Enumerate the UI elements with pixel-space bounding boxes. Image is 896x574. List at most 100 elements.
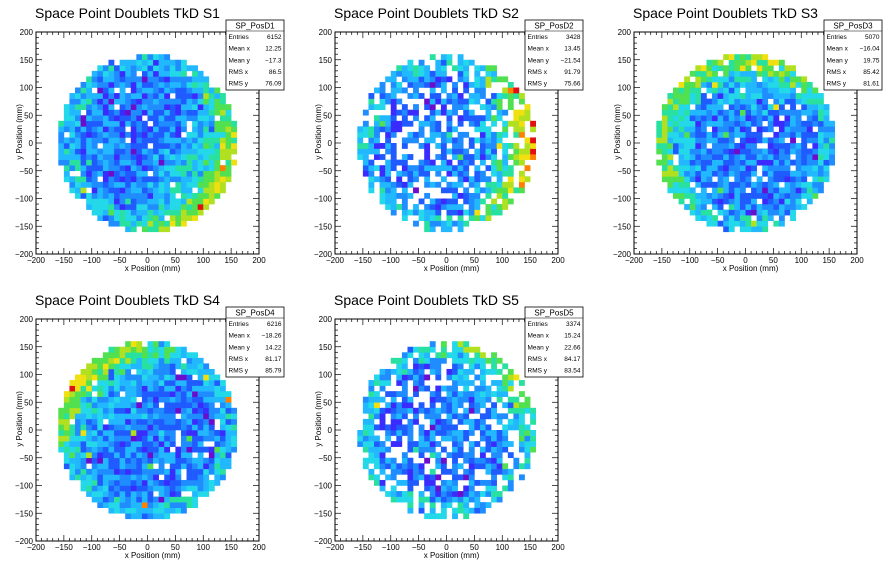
y-axis-label: y Position (mm) <box>15 391 24 447</box>
heatmap-cell <box>169 143 176 149</box>
heatmap-cell <box>424 81 431 88</box>
heatmap-cell <box>491 463 497 470</box>
heatmap-cell <box>136 181 143 188</box>
heatmap-cell <box>762 226 769 233</box>
heatmap-cell <box>192 159 198 166</box>
heatmap-cell <box>158 385 165 392</box>
axis-ticks <box>334 31 559 255</box>
heatmap-cell <box>130 187 137 194</box>
heatmap-cell <box>446 374 453 381</box>
heatmap-cell <box>153 402 159 409</box>
heatmap-cell <box>728 204 735 210</box>
heatmap-cell <box>192 502 198 508</box>
heatmap-cell <box>214 396 221 403</box>
heatmap-cell <box>141 220 148 227</box>
heatmap-cell <box>379 165 386 172</box>
heatmap-cell <box>125 363 132 370</box>
heatmap-cell <box>180 479 187 486</box>
heatmap-cell <box>153 159 159 166</box>
heatmap-cell <box>69 407 76 414</box>
heatmap-cell <box>452 441 458 447</box>
heatmap-cell <box>518 430 525 436</box>
heatmap-cell <box>695 159 702 166</box>
heatmap-cell <box>97 407 104 414</box>
heatmap-cell <box>114 485 120 492</box>
heatmap-cell <box>429 452 436 459</box>
heatmap-cell <box>186 198 193 205</box>
heatmap-cell <box>164 407 171 414</box>
heatmap-cell <box>518 441 525 447</box>
stats-value: 13.45 <box>564 46 581 53</box>
heatmap-cell <box>192 368 198 375</box>
heatmap-cell <box>180 59 187 66</box>
heatmap-cell <box>530 441 537 447</box>
heatmap-cell <box>130 126 137 133</box>
heatmap-cell <box>684 137 691 144</box>
heatmap-cell <box>385 457 392 464</box>
heatmap-cell <box>175 463 182 470</box>
heatmap-cell <box>108 424 115 431</box>
heatmap-cell <box>496 396 503 403</box>
heatmap-cell <box>801 104 808 110</box>
heatmap-cell <box>435 220 442 227</box>
heatmap-cell <box>231 430 238 436</box>
heatmap-cell <box>429 368 436 375</box>
heatmap-cell <box>751 143 757 149</box>
heatmap-cell <box>208 154 215 160</box>
heatmap-cell <box>390 126 397 133</box>
heatmap-cell <box>203 485 210 492</box>
heatmap-cell <box>418 215 425 221</box>
heatmap-cell <box>468 430 475 436</box>
heatmap-cell <box>440 385 447 392</box>
heatmap-cell <box>801 143 808 149</box>
heatmap-cell <box>130 109 137 116</box>
heatmap-cell <box>440 198 447 205</box>
heatmap-cell <box>717 165 724 172</box>
heatmap-cell <box>463 374 470 381</box>
heatmap-cell <box>762 65 769 72</box>
heatmap-cell <box>502 485 509 492</box>
heatmap-cell <box>147 215 154 221</box>
heatmap-cell <box>739 165 746 172</box>
x-tick-label: 150 <box>523 543 537 552</box>
heatmap-cell <box>678 148 685 155</box>
heatmap-cell <box>175 446 182 453</box>
heatmap-cell <box>186 176 193 183</box>
heatmap-cell <box>141 93 148 99</box>
heatmap-cell <box>114 93 120 99</box>
heatmap-cell <box>712 126 718 133</box>
heatmap-cell <box>75 402 81 409</box>
heatmap-cell <box>673 109 679 116</box>
heatmap-cell <box>75 463 81 470</box>
heatmap-cell <box>717 176 724 183</box>
heatmap-cell <box>136 346 143 353</box>
heatmap-cell <box>158 507 165 514</box>
heatmap-cell <box>507 104 514 110</box>
heatmap-cell <box>69 446 76 453</box>
heatmap-cell <box>706 115 713 122</box>
heatmap-cell <box>474 204 481 210</box>
heatmap-cell <box>86 104 93 110</box>
heatmap-cell <box>778 204 785 210</box>
heatmap-cell <box>114 424 120 431</box>
heatmap-cell <box>407 209 414 216</box>
heatmap-cell <box>435 352 442 359</box>
heatmap-cell <box>362 407 369 414</box>
heatmap-cell <box>197 463 204 470</box>
heatmap-cell <box>192 148 198 155</box>
heatmap-cell <box>401 402 408 409</box>
heatmap-cell <box>773 143 780 149</box>
heatmap-cell <box>357 154 364 160</box>
heatmap-cell <box>429 93 436 99</box>
heatmap-cell <box>141 59 148 66</box>
heatmap-cell <box>180 143 187 149</box>
heatmap-cell <box>102 357 109 364</box>
heatmap-cell <box>689 187 696 194</box>
heatmap-cell <box>390 357 397 364</box>
stats-key: RMS y <box>229 81 249 88</box>
heatmap-cell <box>136 352 143 359</box>
heatmap-cell <box>192 143 198 149</box>
heatmap-cell <box>58 418 65 425</box>
heatmap-cell <box>784 120 791 127</box>
heatmap-cell <box>158 159 165 166</box>
